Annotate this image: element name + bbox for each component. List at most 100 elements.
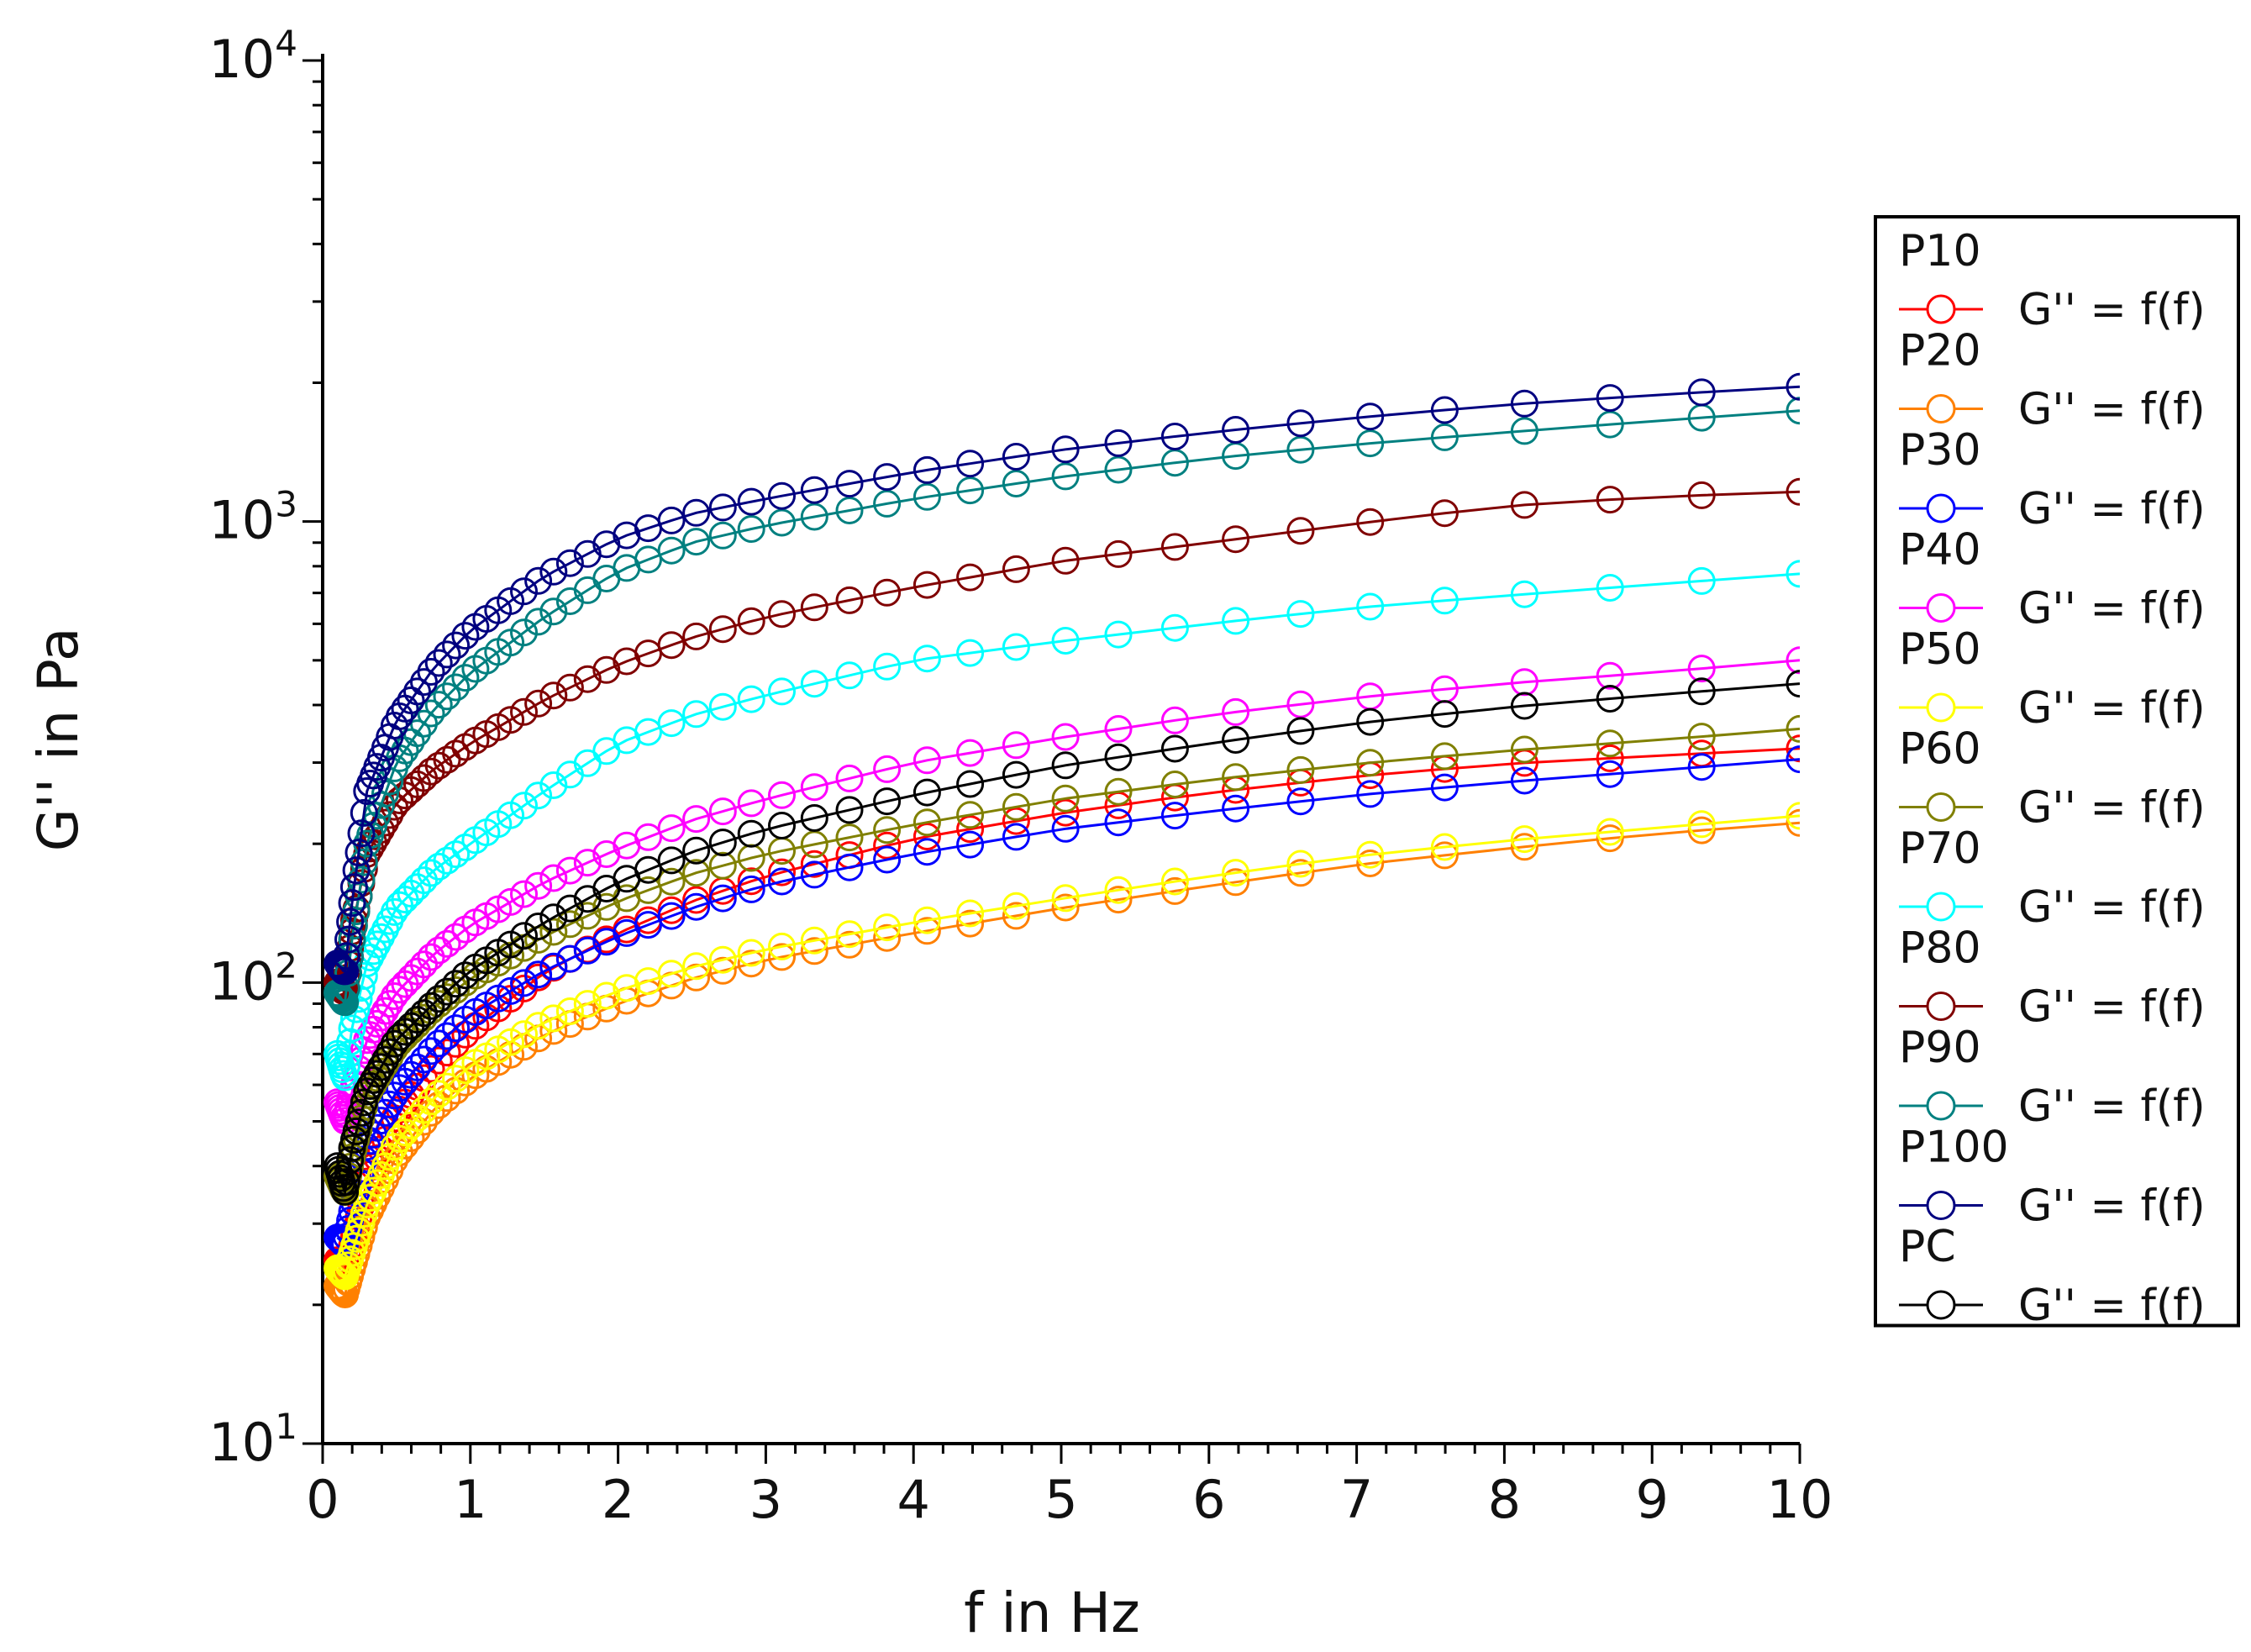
data-point <box>424 649 453 677</box>
data-point <box>912 823 941 850</box>
data-point <box>555 673 584 702</box>
data-point <box>873 913 902 942</box>
data-point <box>403 677 431 706</box>
x-tick-label: 5 <box>1044 1469 1077 1530</box>
data-point <box>1687 655 1716 683</box>
data-point <box>1356 749 1385 777</box>
data-point <box>1786 714 1800 743</box>
data-point <box>737 950 765 978</box>
data-point <box>1596 685 1624 713</box>
series-line <box>336 814 1800 1279</box>
data-point <box>1786 745 1800 774</box>
legend-swatch-marker <box>1926 792 1956 822</box>
data-point <box>539 864 568 892</box>
data-point <box>1356 592 1385 621</box>
data-point <box>331 988 360 1017</box>
data-point <box>1356 840 1385 869</box>
data-point <box>800 773 828 802</box>
y-tick-exponent: 2 <box>275 944 297 986</box>
data-point <box>573 990 602 1018</box>
data-point <box>573 936 602 965</box>
data-point <box>332 1168 360 1197</box>
data-point <box>1687 378 1716 407</box>
data-point <box>1104 876 1133 904</box>
data-point <box>634 855 662 884</box>
legend-series-name: P80 <box>1899 923 1981 974</box>
data-point <box>342 856 371 885</box>
series-line <box>336 385 1800 973</box>
data-point <box>956 739 985 767</box>
data-point <box>331 1063 360 1092</box>
x-tick-label: 8 <box>1488 1469 1521 1530</box>
data-point <box>433 1072 461 1101</box>
data-point <box>1222 763 1250 792</box>
data-point <box>1286 850 1315 878</box>
data-point <box>657 709 686 738</box>
legend-item-pc: PC G'' = f(f) <box>1899 1222 2206 1331</box>
data-point <box>873 463 902 492</box>
data-point <box>1356 508 1385 536</box>
data-point <box>397 687 425 714</box>
data-point <box>433 1022 461 1050</box>
data-point <box>1002 443 1030 471</box>
data-point <box>1051 627 1080 655</box>
data-point <box>424 1029 453 1058</box>
data-point <box>800 670 828 698</box>
data-point <box>1160 533 1189 561</box>
x-tick-label: 4 <box>897 1469 929 1530</box>
legend-series-name: P50 <box>1899 624 1981 675</box>
data-point <box>737 607 765 635</box>
data-point <box>912 808 941 837</box>
data-point <box>1160 876 1189 905</box>
data-point <box>682 859 711 887</box>
data-point <box>1051 462 1080 491</box>
series-pc <box>323 670 1800 1206</box>
data-point <box>371 1045 399 1074</box>
legend-swatch-marker <box>1926 892 1956 922</box>
data-point <box>451 664 480 692</box>
data-point <box>442 673 471 702</box>
data-point <box>682 836 711 865</box>
legend-swatch-marker <box>1926 1091 1956 1121</box>
data-point <box>768 481 796 510</box>
data-point <box>433 745 461 774</box>
legend-item-p40: P40 G'' = f(f) <box>1899 525 2206 634</box>
data-point <box>737 789 765 818</box>
data-point <box>397 728 425 756</box>
y-tick-base: 10 <box>208 29 275 90</box>
data-point <box>338 1014 366 1043</box>
data-point <box>737 685 765 713</box>
data-point <box>1596 574 1624 602</box>
data-point <box>417 992 445 1020</box>
data-point <box>336 1028 365 1056</box>
data-point <box>708 692 737 721</box>
data-point <box>510 922 538 950</box>
legend-series-label: G'' = f(f) <box>2018 882 2206 933</box>
data-point <box>403 1104 431 1132</box>
data-point <box>768 677 796 706</box>
data-point <box>1222 416 1250 444</box>
data-point <box>347 819 376 848</box>
data-point <box>1510 389 1538 418</box>
data-point <box>956 450 985 478</box>
data-point <box>442 840 471 869</box>
data-point <box>497 1028 525 1056</box>
data-point <box>1002 731 1030 760</box>
data-point <box>524 960 553 989</box>
data-point <box>1510 580 1538 608</box>
data-point <box>539 681 568 710</box>
data-point <box>433 929 461 958</box>
data-point <box>1160 423 1189 450</box>
legend-series-label: G'' = f(f) <box>2018 385 2206 435</box>
data-point <box>634 823 662 851</box>
data-point <box>510 969 538 997</box>
legend-series-name: P70 <box>1899 823 1981 874</box>
legend-series-name: P60 <box>1899 724 1981 775</box>
data-point <box>912 746 941 775</box>
data-point <box>873 787 902 816</box>
data-point <box>682 892 711 921</box>
data-point <box>380 1133 408 1161</box>
data-point <box>1430 773 1459 802</box>
legend-series-name: P90 <box>1899 1023 1981 1073</box>
y-tick-exponent: 4 <box>275 23 297 64</box>
